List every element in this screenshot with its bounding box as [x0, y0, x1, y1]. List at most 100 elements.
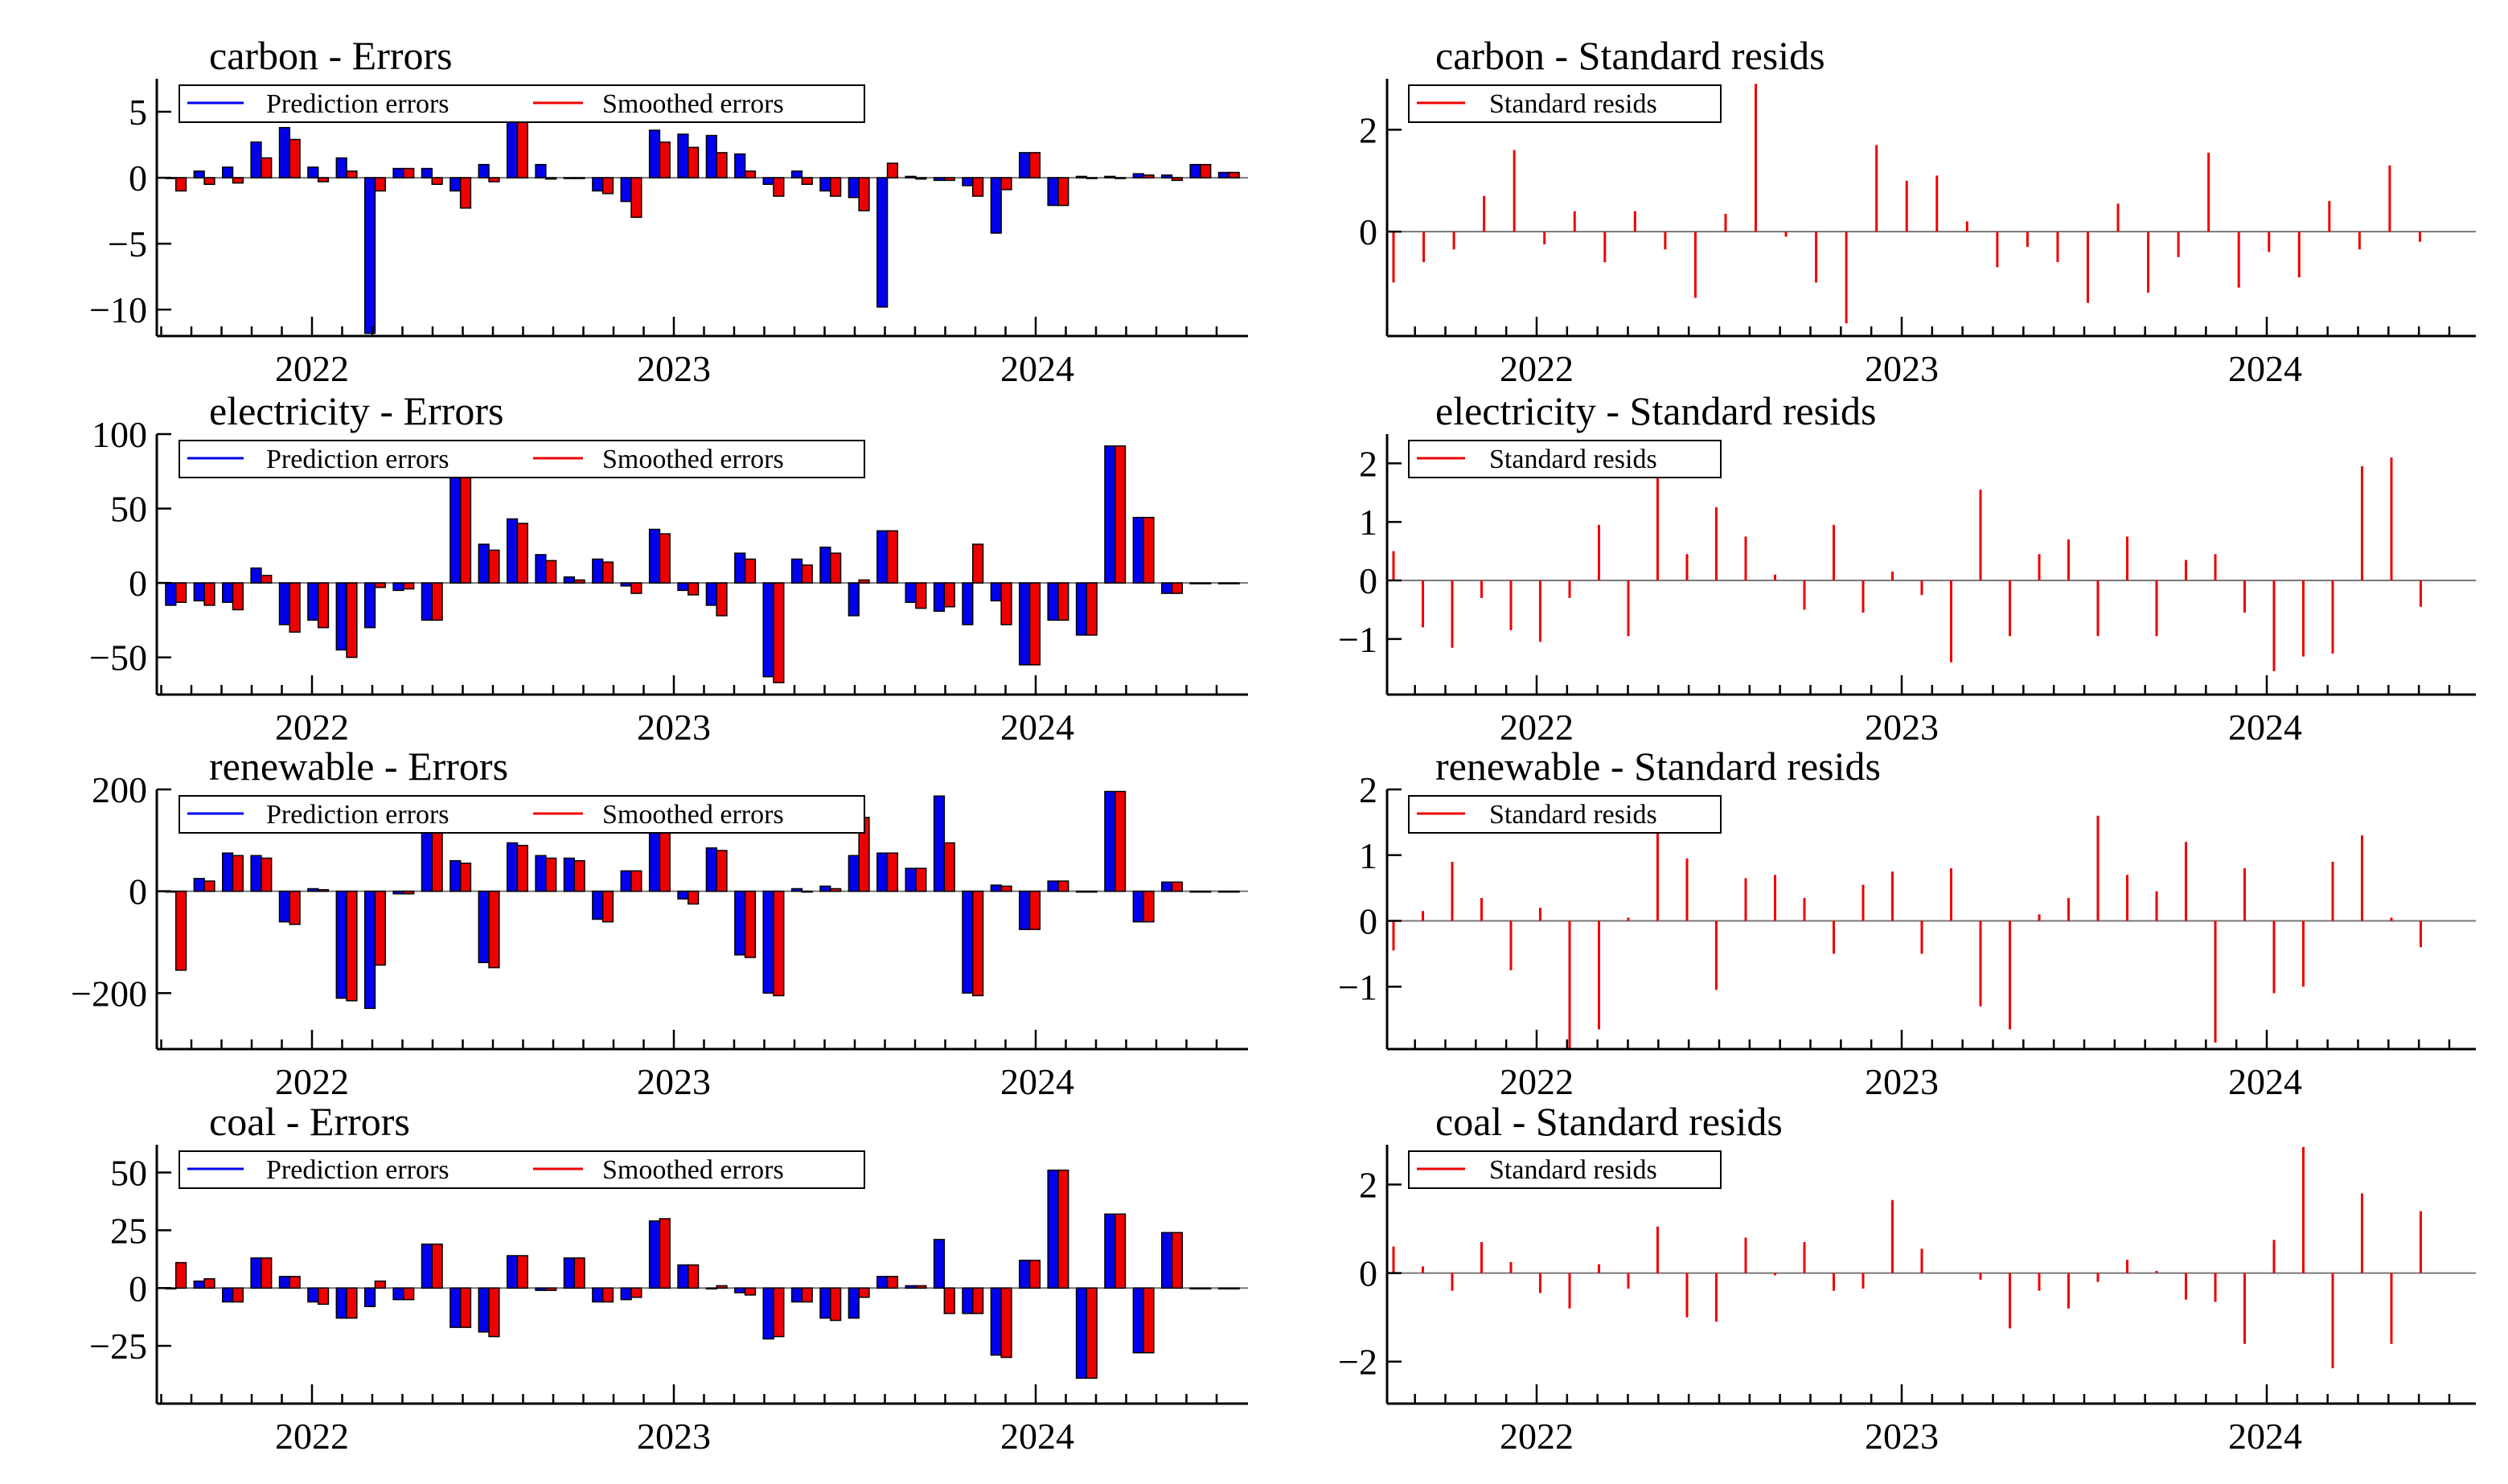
smoothed-error-bar: [943, 842, 955, 892]
legend-label-smoothed: Smoothed errors: [602, 445, 784, 474]
prediction-error-bar: [363, 582, 376, 629]
smoothed-error-bar: [830, 552, 842, 584]
smoothed-error-bar: [972, 177, 984, 197]
smoothed-error-bar: [801, 177, 813, 186]
y-tick-label: 0: [129, 871, 147, 912]
smoothed-error-bar: [830, 177, 842, 197]
smoothed-error-bar: [716, 582, 728, 617]
smoothed-error-bar: [1143, 1287, 1155, 1354]
smoothed-error-bar: [886, 530, 899, 584]
prediction-error-bar: [1161, 174, 1173, 178]
x-tick-label: 2022: [1500, 1061, 1574, 1102]
prediction-error-bar: [962, 177, 974, 187]
prediction-error-bar: [250, 567, 262, 584]
prediction-error-bar: [734, 1287, 746, 1293]
prediction-error-bar: [734, 552, 746, 584]
smoothed-error-bar: [1114, 445, 1127, 584]
prediction-error-bar: [677, 582, 689, 592]
smoothed-error-bar: [545, 857, 557, 892]
smoothed-error-bar: [773, 1287, 785, 1338]
prediction-error-bar: [506, 842, 519, 892]
prediction-error-bar: [648, 1220, 661, 1289]
prediction-error-bar: [335, 1287, 347, 1319]
smoothed-error-bar: [459, 1287, 472, 1328]
y-tick-label: −10: [89, 289, 147, 330]
smoothed-error-bar: [630, 582, 642, 594]
legend-box: [179, 440, 865, 478]
prediction-error-bar: [193, 878, 205, 892]
prediction-error-bar: [1132, 890, 1144, 923]
smoothed-error-bar: [744, 170, 757, 178]
smoothed-error-bar: [1114, 790, 1127, 892]
smoothed-error-bar: [1171, 881, 1184, 892]
smoothed-error-bar: [1028, 1260, 1041, 1289]
y-tick-label: 1: [1359, 835, 1377, 876]
prediction-error-bar: [705, 582, 717, 606]
y-tick-label: 50: [110, 1153, 147, 1194]
smoothed-error-bar: [943, 1287, 955, 1314]
smoothed-error-bar: [516, 844, 528, 892]
prediction-error-bar: [790, 558, 803, 584]
prediction-error-bar: [1161, 881, 1173, 892]
prediction-error-bar: [1104, 445, 1116, 584]
y-tick-label: −200: [71, 973, 147, 1014]
prediction-error-bar: [335, 582, 347, 651]
prediction-error-bar: [1019, 152, 1031, 178]
smoothed-error-bar: [488, 890, 500, 969]
chart-coal-standard-resids: coal - Standard resids 2 0 −2 2022 2023 2024 St…: [1338, 1099, 2476, 1457]
y-tick-label: −1: [1338, 619, 1377, 660]
smoothed-error-bar: [516, 115, 528, 178]
smoothed-error-bar: [1057, 1169, 1069, 1289]
smoothed-error-bar: [630, 870, 642, 892]
smoothed-error-bar: [688, 582, 700, 596]
smoothed-error-bar: [972, 890, 984, 997]
smoothed-error-bar: [203, 880, 215, 892]
smoothed-error-bar: [1000, 1287, 1012, 1359]
y-tick-label: 5: [129, 92, 147, 133]
smoothed-error-bar: [289, 1276, 301, 1289]
prediction-error-bar: [620, 582, 632, 587]
prediction-error-bar: [563, 857, 575, 892]
chart-title: coal - Errors: [209, 1099, 410, 1144]
smoothed-error-bar: [1200, 163, 1212, 178]
prediction-error-bar: [648, 528, 661, 584]
smoothed-error-bar: [174, 890, 187, 971]
prediction-error-bar: [363, 177, 376, 334]
prediction-error-bar: [1075, 1287, 1088, 1379]
smoothed-error-bar: [1171, 582, 1184, 594]
prediction-error-bar: [506, 1255, 519, 1289]
prediction-error-bar: [165, 582, 177, 606]
smoothed-error-bar: [545, 177, 557, 180]
y-tick-label: 0: [1359, 1253, 1377, 1294]
smoothed-error-bar: [1000, 177, 1012, 191]
prediction-error-bar: [421, 1243, 433, 1289]
prediction-error-bar: [449, 859, 462, 892]
y-tick-label: 0: [129, 563, 147, 604]
smoothed-error-bar: [203, 177, 215, 186]
smoothed-error-bar: [488, 1287, 500, 1338]
smoothed-error-bar: [573, 859, 585, 892]
prediction-error-bar: [819, 1287, 831, 1319]
smoothed-error-bar: [659, 1218, 671, 1289]
prediction-error-bar: [335, 157, 347, 178]
prediction-error-bar: [449, 1287, 462, 1328]
prediction-error-bar: [990, 582, 1002, 602]
smoothed-error-bar: [630, 1287, 642, 1298]
prediction-error-bar: [363, 890, 376, 1010]
smoothed-error-bar: [545, 1287, 557, 1291]
smoothed-error-bar: [374, 890, 386, 966]
prediction-error-bar: [363, 1287, 376, 1307]
prediction-error-bar: [1217, 582, 1230, 584]
smoothed-error-bar: [886, 1276, 899, 1289]
smoothed-error-bar: [545, 560, 557, 584]
chart-title: coal - Standard resids: [1435, 1099, 1783, 1144]
legend-label-smoothed: Smoothed errors: [602, 1155, 784, 1185]
legend-label-prediction: Prediction errors: [266, 445, 449, 474]
x-tick-label: 2022: [1500, 707, 1574, 748]
smoothed-error-bar: [601, 177, 614, 195]
prediction-error-bar: [620, 177, 632, 203]
legend-label-resid: Standard resids: [1489, 800, 1657, 830]
smoothed-error-bar: [915, 867, 927, 892]
smoothed-error-bar: [317, 177, 330, 182]
smoothed-error-bar: [459, 177, 472, 209]
